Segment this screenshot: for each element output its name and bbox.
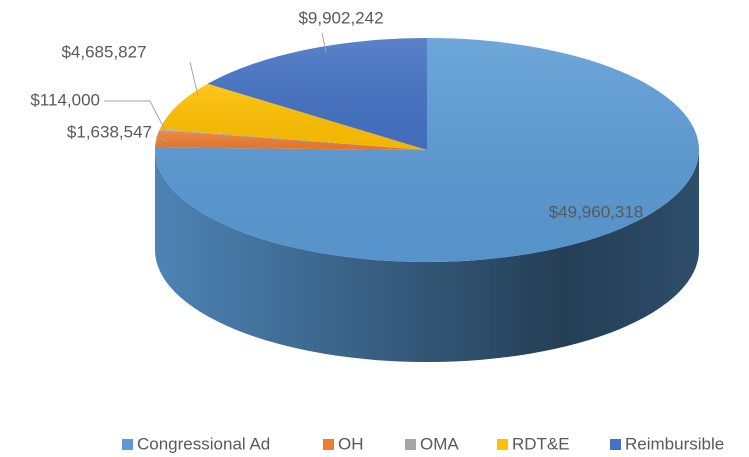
leader-line [155, 136, 167, 142]
legend-label: Congressional Ad [137, 434, 270, 453]
data-label: $9,902,242 [298, 8, 383, 27]
data-label: $4,685,827 [61, 42, 146, 61]
legend-swatch [610, 439, 621, 450]
legend-label: Reimbursible [625, 434, 724, 453]
slice-side-shade [155, 150, 699, 362]
legend-swatch [405, 439, 416, 450]
leader-line [104, 100, 168, 135]
data-label: $49,960,318 [549, 202, 644, 221]
slice-gloss [155, 130, 427, 150]
slice-gloss [159, 83, 427, 150]
leader-line [189, 61, 199, 97]
data-label: $1,638,547 [67, 122, 152, 141]
legend-swatch [323, 439, 334, 450]
data-label: $114,000 [30, 90, 100, 109]
legend-label: RDT&E [512, 434, 570, 453]
legend-label: OH [338, 434, 364, 453]
leader-line [321, 32, 327, 53]
slice-gloss [155, 38, 699, 262]
slice-gloss [159, 129, 427, 150]
slice-gloss [207, 38, 427, 150]
legend-swatch [497, 439, 508, 450]
legend-swatch [122, 439, 133, 450]
legend-label: OMA [420, 434, 459, 453]
